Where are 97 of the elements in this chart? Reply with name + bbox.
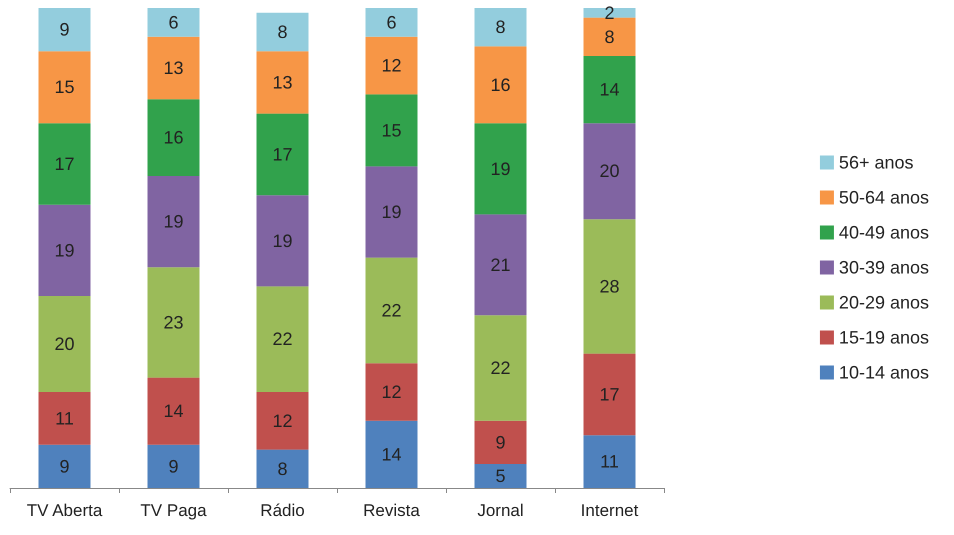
data-label: 23 xyxy=(163,312,184,332)
bar xyxy=(474,420,526,464)
bar xyxy=(256,392,308,450)
bar xyxy=(148,36,200,100)
data-label: 19 xyxy=(381,202,402,222)
data-label: 6 xyxy=(386,12,397,32)
bar xyxy=(256,114,308,196)
bar xyxy=(584,8,636,18)
bar xyxy=(366,166,418,258)
bar xyxy=(474,315,526,421)
bar xyxy=(584,123,636,220)
bar xyxy=(148,378,200,445)
bar xyxy=(366,94,418,166)
data-label: 14 xyxy=(599,80,620,100)
data-label: 6 xyxy=(168,12,179,32)
data-label: 22 xyxy=(381,300,402,320)
data-label: 19 xyxy=(272,230,293,251)
legend-label: 56+ anos xyxy=(838,152,914,172)
bar xyxy=(256,286,308,392)
data-label: 12 xyxy=(381,382,402,402)
legend-label: 15-19 anos xyxy=(838,328,930,348)
data-label: 9 xyxy=(59,456,70,476)
data-label: 8 xyxy=(495,17,506,38)
data-label: 15 xyxy=(54,77,75,98)
data-label: 9 xyxy=(495,432,506,452)
data-label: 16 xyxy=(490,74,511,95)
bar xyxy=(584,354,636,436)
bar xyxy=(148,444,200,488)
legend-label: 40-49 anos xyxy=(838,222,930,242)
data-label: 28 xyxy=(599,276,620,296)
legend-label: 50-64 anos xyxy=(838,188,930,208)
data-label: 20 xyxy=(54,334,75,354)
bar xyxy=(584,56,636,124)
data-label: 14 xyxy=(381,444,402,464)
data-label: 20 xyxy=(599,161,620,182)
bar xyxy=(474,46,526,124)
data-label: 12 xyxy=(381,56,402,76)
bar xyxy=(148,176,200,268)
data-label: 19 xyxy=(54,240,75,260)
bar xyxy=(38,296,90,392)
data-label: 21 xyxy=(490,254,511,275)
data-label: 15 xyxy=(381,120,402,140)
bar xyxy=(366,363,418,421)
bar xyxy=(474,123,526,214)
data-label: 8 xyxy=(277,22,288,42)
bar xyxy=(38,444,90,488)
bar xyxy=(256,195,308,286)
bar xyxy=(474,214,526,316)
x-tick-label: Revista xyxy=(363,501,420,520)
bar xyxy=(148,267,200,378)
bar xyxy=(38,392,90,445)
data-label: 17 xyxy=(272,144,293,164)
x-tick-label: Internet xyxy=(580,501,639,520)
data-label: 2 xyxy=(604,2,615,23)
bar xyxy=(366,420,418,488)
data-label: 11 xyxy=(55,408,74,428)
legend-label: 30-39 anos xyxy=(838,258,930,278)
data-label: 22 xyxy=(272,329,293,350)
data-label: 14 xyxy=(163,401,184,422)
data-label: 13 xyxy=(163,58,184,78)
data-label: 9 xyxy=(59,20,70,40)
legend-label: 10-14 anos xyxy=(838,362,930,382)
x-tick-label: TV Paga xyxy=(140,501,208,520)
x-tick-label: Jornal xyxy=(477,501,524,520)
bar xyxy=(256,51,308,114)
data-label: 11 xyxy=(600,452,619,472)
data-label: 17 xyxy=(54,154,75,174)
data-label: 8 xyxy=(604,26,615,47)
bar xyxy=(366,36,418,94)
bar xyxy=(584,219,636,354)
bar xyxy=(584,18,636,56)
bar xyxy=(256,450,308,488)
bar xyxy=(148,99,200,176)
data-label: 22 xyxy=(490,358,511,378)
data-label: 9 xyxy=(168,456,179,476)
bar xyxy=(38,51,90,124)
data-label: 16 xyxy=(163,128,184,148)
bar xyxy=(366,258,418,364)
data-label: 5 xyxy=(495,466,506,486)
bar xyxy=(38,8,90,52)
data-label: 12 xyxy=(272,410,293,431)
bar xyxy=(474,464,526,488)
bar xyxy=(366,8,418,37)
data-label: 8 xyxy=(277,458,288,479)
data-label: 19 xyxy=(490,158,511,179)
bar xyxy=(148,8,200,37)
x-tick-label: Rádio xyxy=(260,501,305,520)
legend-label: 20-29 anos xyxy=(838,292,930,312)
bar xyxy=(256,12,308,52)
bar xyxy=(474,8,526,46)
x-tick-label: TV Aberta xyxy=(26,501,103,520)
bar xyxy=(38,123,90,205)
data-label: 17 xyxy=(599,384,620,404)
data-label: 19 xyxy=(163,212,184,232)
data-label: 13 xyxy=(272,72,293,92)
bar xyxy=(38,204,90,296)
bar xyxy=(584,435,636,488)
